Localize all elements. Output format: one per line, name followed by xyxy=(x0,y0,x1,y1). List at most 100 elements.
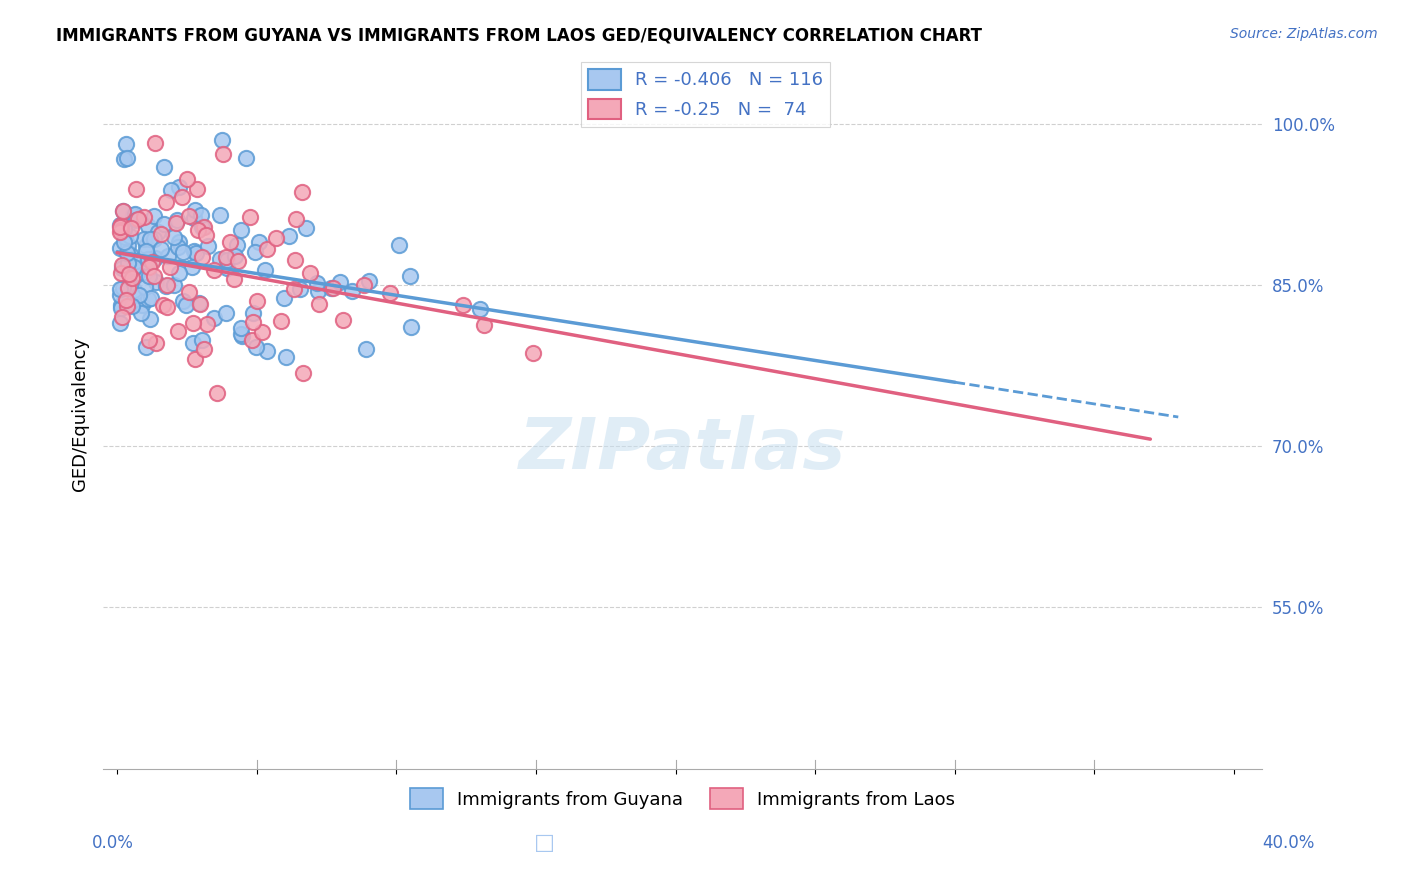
Point xyxy=(118,247,141,261)
Point xyxy=(211,133,233,147)
Point xyxy=(215,250,238,264)
Point xyxy=(245,245,267,260)
Point xyxy=(111,260,134,275)
Point xyxy=(288,282,311,296)
Point xyxy=(139,232,162,246)
Point xyxy=(111,310,134,325)
Point xyxy=(145,275,167,289)
Y-axis label: GED/Equivalency: GED/Equivalency xyxy=(72,337,89,491)
Point xyxy=(229,222,252,236)
Point xyxy=(115,293,138,307)
Point xyxy=(270,313,292,327)
Legend: Immigrants from Guyana, Immigrants from Laos: Immigrants from Guyana, Immigrants from … xyxy=(404,781,962,816)
Point xyxy=(143,251,166,265)
Point xyxy=(125,182,148,196)
Point xyxy=(121,271,143,285)
Point xyxy=(138,260,160,274)
Point xyxy=(231,329,253,343)
Point xyxy=(187,296,209,310)
Point xyxy=(127,211,149,226)
Point xyxy=(138,293,160,307)
Point xyxy=(202,263,225,277)
Point xyxy=(177,285,200,300)
Point xyxy=(451,297,474,311)
Point xyxy=(143,232,166,246)
Point xyxy=(117,238,139,252)
Point xyxy=(177,209,200,223)
Point xyxy=(187,223,209,237)
Point xyxy=(108,220,131,235)
Point xyxy=(114,230,136,244)
Point xyxy=(139,292,162,306)
Point xyxy=(242,315,264,329)
Point xyxy=(111,281,134,295)
Point xyxy=(135,239,157,253)
Point xyxy=(156,278,179,293)
Point xyxy=(274,351,297,365)
Point xyxy=(172,244,194,259)
Point xyxy=(183,244,205,258)
Point xyxy=(191,334,214,348)
Text: ZIPatlas: ZIPatlas xyxy=(519,415,846,484)
Point xyxy=(332,313,354,327)
Text: 0.0%: 0.0% xyxy=(91,834,134,852)
Point xyxy=(153,217,176,231)
Point xyxy=(141,254,163,268)
Point xyxy=(172,293,194,308)
Point xyxy=(163,230,186,244)
Point xyxy=(294,221,316,235)
Point xyxy=(264,231,287,245)
Point xyxy=(174,298,197,312)
Point xyxy=(132,232,155,246)
Point xyxy=(148,225,170,239)
Point xyxy=(163,278,186,293)
Point xyxy=(143,210,166,224)
Point xyxy=(117,151,139,165)
Point xyxy=(167,266,190,280)
Point xyxy=(134,210,156,224)
Point xyxy=(129,306,152,320)
Point xyxy=(242,306,264,320)
Point xyxy=(322,281,344,295)
Point xyxy=(135,244,157,259)
Point xyxy=(108,282,131,296)
Point xyxy=(150,243,173,257)
Point xyxy=(115,246,138,260)
Point xyxy=(127,266,149,280)
Point xyxy=(156,300,179,314)
Point xyxy=(328,275,350,289)
Point xyxy=(184,203,207,218)
Point xyxy=(165,216,187,230)
Text: 40.0%: 40.0% xyxy=(1263,834,1315,852)
Point xyxy=(283,253,305,268)
Point xyxy=(159,183,181,197)
Point xyxy=(354,342,377,356)
Point xyxy=(340,284,363,298)
Point xyxy=(124,207,146,221)
Point xyxy=(139,312,162,326)
Point xyxy=(125,254,148,268)
Point xyxy=(190,250,212,264)
Point xyxy=(278,229,301,244)
Point xyxy=(188,297,211,311)
Point xyxy=(120,221,142,235)
Point xyxy=(131,298,153,312)
Point xyxy=(111,258,134,272)
Point xyxy=(359,274,381,288)
Point xyxy=(136,255,159,269)
Point xyxy=(211,147,233,161)
Point xyxy=(110,301,132,316)
Point xyxy=(169,235,191,250)
Point xyxy=(108,225,131,239)
Point xyxy=(195,317,218,331)
Point xyxy=(136,252,159,266)
Text: Source: ZipAtlas.com: Source: ZipAtlas.com xyxy=(1230,27,1378,41)
Point xyxy=(183,335,205,350)
Point xyxy=(124,213,146,227)
Point xyxy=(159,260,181,274)
Point xyxy=(117,281,139,295)
Point xyxy=(472,318,495,332)
Point xyxy=(190,208,212,222)
Point xyxy=(245,340,267,354)
Point xyxy=(138,269,160,284)
